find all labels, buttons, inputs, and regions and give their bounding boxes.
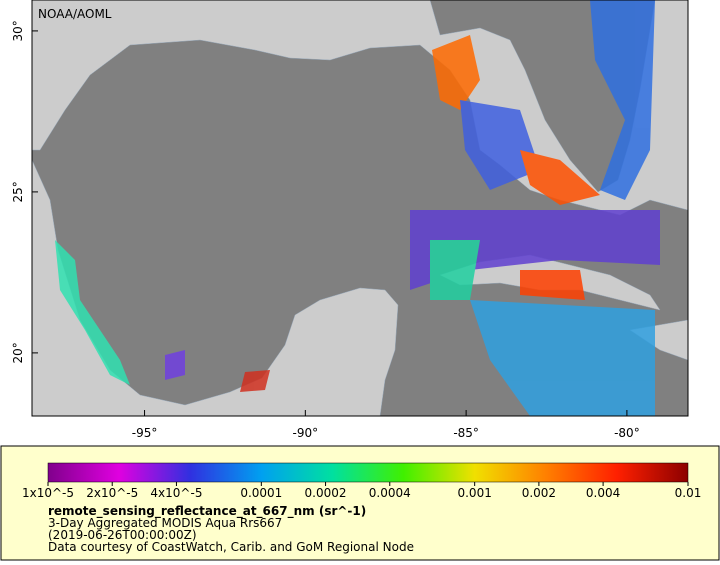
legend-line: 3-Day Aggregated MODIS Aqua Rrs667 xyxy=(48,516,282,530)
legend-line: (2019-06-26T00:00:00Z) xyxy=(48,528,197,542)
colorbar-tick-label: 0.004 xyxy=(586,486,620,500)
colorbar-tick-label: 1x10^-5 xyxy=(22,486,74,500)
map-frame xyxy=(31,0,689,417)
lat-tick-label: 25° xyxy=(11,181,25,202)
colorbar-tick-label: 4x10^-5 xyxy=(150,486,202,500)
lat-tick-label: 20° xyxy=(11,342,25,363)
colorbar-tick-label: 0.0002 xyxy=(305,486,347,500)
watermark: NOAA/AOML xyxy=(38,7,112,21)
lon-tick-label: -85° xyxy=(453,426,479,440)
colorbar-tick-label: 0.002 xyxy=(522,486,556,500)
data-swaths xyxy=(55,0,660,416)
lon-tick-label: -80° xyxy=(614,426,640,440)
colorbar-tick-label: 0.001 xyxy=(457,486,491,500)
lon-tick-label: -95° xyxy=(132,426,158,440)
lon-tick-label: -90° xyxy=(293,426,319,440)
colorbar-tick-label: 0.01 xyxy=(675,486,702,500)
colorbar xyxy=(47,462,689,483)
legend-line: Data courtesy of CoastWatch, Carib. and … xyxy=(48,540,414,554)
lat-tick-label: 30° xyxy=(11,20,25,41)
colorbar-tick-label: 0.0001 xyxy=(240,486,282,500)
legend-variable: remote_sensing_reflectance_at_667_nm (sr… xyxy=(48,504,366,519)
colorbar-tick-label: 2x10^-5 xyxy=(86,486,138,500)
colorbar-tick-label: 0.0004 xyxy=(369,486,411,500)
